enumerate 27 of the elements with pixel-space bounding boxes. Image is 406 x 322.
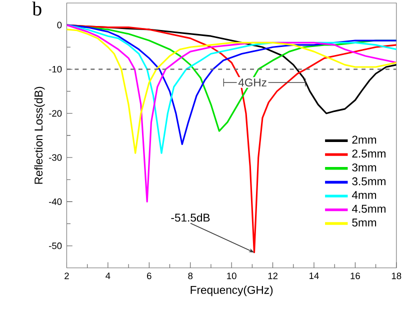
x-tick-label: 12 bbox=[268, 272, 278, 280]
x-tick-label: 18 bbox=[392, 272, 402, 280]
x-tick-label: 14 bbox=[310, 272, 319, 280]
x-tick-label: 4 bbox=[106, 272, 110, 280]
y-tick-label: -20 bbox=[49, 110, 62, 117]
legend-label: 3mm bbox=[352, 164, 376, 172]
text: b bbox=[32, 2, 42, 16]
y-tick-label: 0 bbox=[57, 22, 62, 29]
legend-label: 5mm bbox=[352, 218, 376, 227]
x-tick-label: 8 bbox=[188, 272, 193, 280]
legend-label: 4.5mm bbox=[352, 205, 386, 213]
x-tick-label: 16 bbox=[350, 272, 360, 280]
legend-label: 3.5mm bbox=[352, 177, 386, 186]
x-tick-label: 2 bbox=[64, 272, 69, 280]
x-tick-label: 6 bbox=[147, 272, 152, 280]
y-tick-label: -40 bbox=[49, 198, 62, 206]
y-tick-label: -10 bbox=[49, 66, 62, 73]
y-axis-title: Reflection Loss(dB) bbox=[34, 87, 45, 184]
legend-label: 2mm bbox=[352, 136, 376, 144]
y-tick-label: -30 bbox=[49, 154, 62, 161]
y-tick-label: -50 bbox=[49, 242, 62, 250]
annotation: 4GHz bbox=[238, 78, 266, 87]
x-axis-title: Frequency(GHz) bbox=[190, 286, 273, 296]
x-tick-label: 10 bbox=[227, 272, 236, 280]
legend-label: 2.5mm bbox=[352, 150, 386, 158]
legend-label: 4mm bbox=[352, 191, 376, 200]
annotation: -51.5dB bbox=[171, 214, 210, 222]
